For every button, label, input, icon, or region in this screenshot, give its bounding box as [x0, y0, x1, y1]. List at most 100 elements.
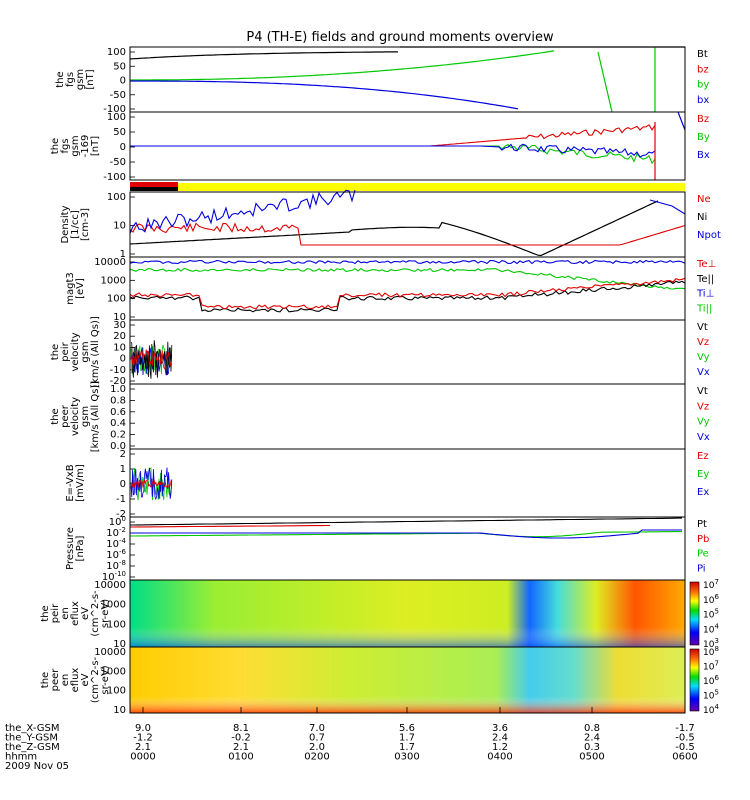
panel-frame: [129, 319, 686, 385]
trace-Ti-perp: [129, 259, 686, 265]
xaxis-value: 0600: [672, 752, 697, 763]
legend-Bt: Bt: [697, 49, 708, 60]
tick-label: 0.8: [110, 395, 126, 406]
xaxis-value: 0000: [130, 752, 155, 763]
tick-label: 10: [113, 639, 126, 650]
tick-label: 30: [113, 320, 126, 331]
legend-Vy: Vy: [697, 417, 710, 428]
peir-spectrogram-shade: [130, 580, 685, 647]
panel-temp: magt3[eV] 10000 1000 100 10 Te⊥ Te|| Ti⊥ Ti||: [65, 257, 716, 323]
tick-label: 1000: [101, 275, 126, 286]
xaxis-value: -0.2: [231, 733, 251, 744]
legend-By: By: [697, 132, 710, 143]
xaxis-value: 1.7: [399, 733, 415, 744]
trace-Te-par: [129, 280, 686, 313]
trace-Bx: [130, 143, 656, 158]
tick-label: 1000: [101, 666, 126, 677]
tick-label: 0.4: [110, 418, 126, 429]
legend-Bz: Bz: [697, 114, 709, 125]
legend-Ti||: Ti||: [696, 303, 712, 314]
tick-label: 10: [113, 342, 126, 353]
legend-Bx: Bx: [697, 150, 710, 161]
panel-frame: [129, 646, 686, 714]
panel-peirvel: thepeirvelocitygsm[km/s (All Qs)] 3020100…: [50, 316, 710, 388]
tick-label: 10: [113, 705, 126, 716]
colorbar-label: 105: [703, 608, 719, 621]
panel-ylabel: thefgsgsm[nT]: [55, 69, 96, 90]
panel-frame: [129, 383, 686, 450]
legend-Vx: Vx: [697, 367, 710, 378]
trace-by-2: [597, 51, 613, 113]
status-bars: [130, 182, 685, 191]
tick-label: 100: [107, 192, 126, 203]
tick-label: -1: [116, 494, 126, 505]
tick-label: -10: [110, 365, 126, 376]
legend-Ne: Ne: [697, 194, 711, 205]
legend-Te⊥: Te⊥: [696, 259, 716, 270]
tick-label: 0: [120, 142, 126, 153]
legend-Pi: Pi: [697, 563, 706, 574]
tick-label: 0.6: [110, 407, 126, 418]
panel-ylabel: Pressure[nPa]: [65, 527, 86, 570]
trace-E-red: [130, 479, 173, 489]
xaxis-value: 5.6: [399, 723, 415, 734]
colorbar-label: 104: [703, 703, 719, 716]
xaxis-row-label: the_X-GSM: [5, 723, 59, 734]
legend-Vx: Vx: [697, 432, 710, 443]
xaxis-value: -1.7: [675, 723, 695, 734]
tick-label: 10000: [94, 257, 126, 268]
tick-label: -2: [116, 509, 126, 520]
xaxis-value: 0200: [304, 752, 329, 763]
trace-Npot-2: [649, 199, 686, 215]
colorbar-label: 107: [703, 660, 719, 673]
trace-Pi: [130, 529, 682, 539]
xaxis-value: -0.5: [675, 742, 695, 753]
tick-label: 10: [113, 221, 126, 232]
trace-Ni: [129, 200, 659, 257]
trace-Pe: [130, 531, 682, 538]
tick-label: 1000: [101, 600, 126, 611]
panel-peerspec: thepeerenefluxeV(cm^2-s-sr-eV)10000 1000 1…: [40, 645, 719, 716]
peer-colorbar: [689, 648, 700, 712]
tick-label: -50: [110, 157, 126, 168]
legend-Ez: Ez: [697, 451, 709, 462]
trace-peir-red: [130, 349, 173, 370]
panel-pressure: Pressure[nPa]10010-210-410-610-810-10PtP…: [65, 515, 709, 583]
tick-label: 0: [120, 76, 126, 87]
xaxis-value: 1.2: [492, 742, 508, 753]
tick-label: 10000: [94, 580, 126, 591]
legend-Pb: Pb: [697, 534, 709, 545]
xaxis-row-label: hhmm: [5, 752, 37, 763]
panel-frames: [129, 46, 686, 714]
trace-Te-perp: [129, 277, 686, 310]
tick-label: 1: [120, 464, 126, 475]
xaxis-value: 0400: [487, 752, 512, 763]
panel-ylabel: magt3[eV]: [65, 272, 86, 305]
panels-layer: thefgsgsm[nT]100500-50-100Btbzbybxthefgs…: [40, 47, 721, 716]
trace-Bt: [129, 51, 398, 60]
tick-label: 1.0: [110, 384, 126, 395]
xaxis-value: -0.5: [675, 733, 695, 744]
panel-ylabel: thefgsgsm-169[nT]: [50, 135, 101, 158]
legend-by: by: [697, 80, 709, 91]
tick-label: 0: [120, 354, 126, 365]
tick-label: 1: [120, 249, 126, 260]
tick-label: 50: [113, 127, 126, 138]
colorbar-label: 107: [703, 578, 719, 591]
panel-efield: E=-VxB[mV/m] 2 1 0 -1 -2 Ez Ey Ex: [65, 449, 709, 520]
xaxis-value: 7.0: [309, 723, 325, 734]
tick-label: 100: [107, 112, 126, 123]
xaxis-value: 0.7: [309, 733, 325, 744]
tick-label: -100: [103, 104, 126, 115]
xaxis-value: 3.6: [492, 723, 508, 734]
panel-ylabel: thepeirvelocitygsm[km/s (All Qs)]: [50, 316, 101, 388]
legend-Ey: Ey: [697, 469, 709, 480]
legend-Vt: Vt: [697, 322, 708, 333]
legend-Pt: Pt: [697, 519, 707, 530]
x-axis: the_X-GSM 9.0 8.1 7.0 5.6 3.6 0.8 -1.7 the_Y-GSM…: [5, 707, 698, 772]
tick-label: 50: [113, 61, 126, 72]
xaxis-row-label: the_Z-GSM: [5, 742, 60, 753]
xaxis-row-label: the_Y-GSM: [5, 733, 58, 744]
colorbar-label: 104: [703, 622, 719, 635]
peer-spectrogram-shade: [130, 647, 685, 713]
